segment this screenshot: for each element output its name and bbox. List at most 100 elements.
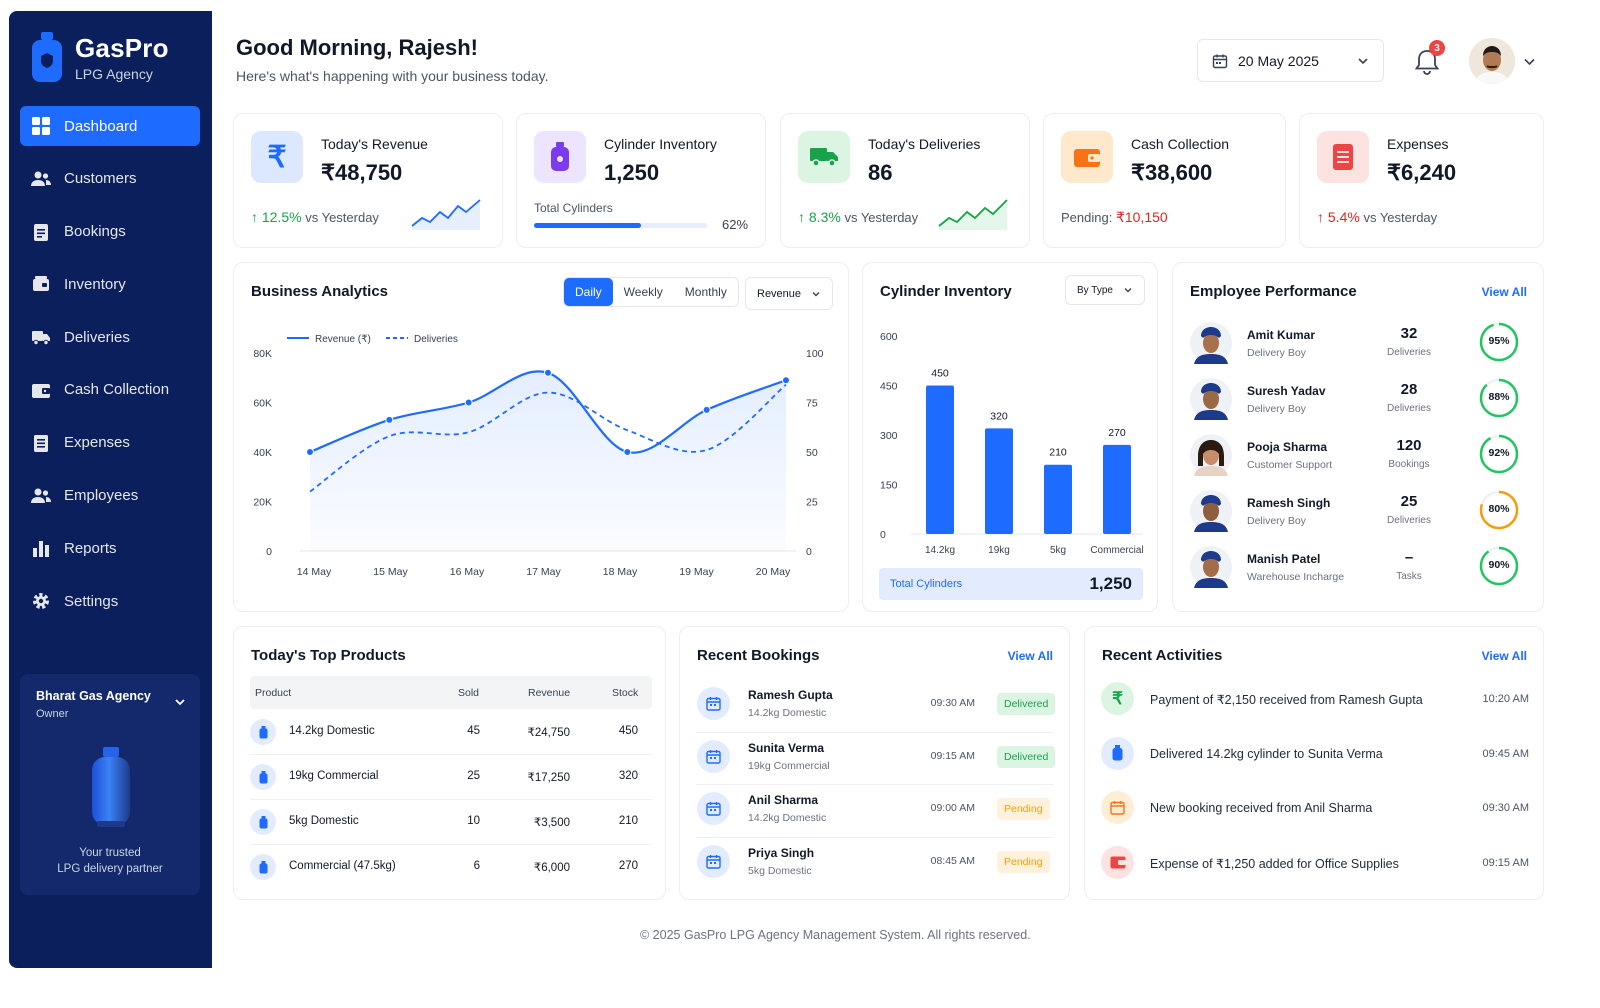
sidebar-item-reports[interactable]: Reports [20,528,200,568]
agency-tagline: Your trusted LPG delivery partner [20,845,200,877]
employee-performance-card: Employee Performance View All Amit Kumar… [1172,262,1544,612]
employee-name: Amit Kumar [1247,328,1316,342]
agency-switcher[interactable]: Bharat Gas Agency Owner Your trusted LPG… [20,674,200,895]
view-all-link[interactable]: View All [1481,285,1527,299]
cylinder-icon [1101,736,1134,770]
rupee-icon: ₹ [1101,682,1134,715]
sidebar-item-settings[interactable]: Settings [20,581,200,621]
inventory-bar-chart: 600 450 300 150 0 450 14.2kg 320 19kg 210 5kg 270 Co… [880,331,1144,556]
y-tick-right: 100 [806,348,824,360]
activity-row[interactable]: ₹ Payment of ₹2,150 received from Ramesh… [1085,680,1545,726]
sidebar-item-dashboard[interactable]: Dashboard [20,106,200,146]
activity-row[interactable]: New booking received from Anil Sharma 09… [1085,789,1545,835]
bar-value-label: 320 [990,410,1008,422]
date-picker[interactable]: 20 May 2025 [1197,39,1384,82]
sidebar-item-employees[interactable]: Employees [20,476,200,516]
sidebar-item-label: Deliveries [64,328,130,346]
sidebar-item-customers[interactable]: Customers [20,159,200,199]
revenue-point[interactable] [544,368,552,377]
pending-value: ₹10,150 [1115,209,1168,225]
booking-row[interactable]: Ramesh Gupta 14.2kg Domestic 09:30 AM De… [680,679,1071,731]
revenue-point[interactable] [782,376,790,385]
chevron-down-icon[interactable] [1523,55,1536,68]
booking-row[interactable]: Anil Sharma 14.2kg Domestic 09:00 AM Pen… [680,784,1071,836]
bar-value-label: 450 [931,368,949,380]
row-divider [250,754,652,755]
employee-row[interactable]: Manish Patel Warehouse Incharge – Tasks … [1173,544,1545,590]
arrow-up-icon: ↑ [798,209,809,225]
chevron-down-icon[interactable] [174,696,186,708]
bar-chart-icon [33,541,49,558]
inventory-filter-select[interactable]: By Type [1065,275,1145,305]
sidebar-item-bookings[interactable]: Bookings [20,212,200,252]
table-row[interactable]: 5kg Domestic 10 ₹3,500 210 [250,799,652,844]
bar[interactable] [1044,464,1072,534]
sidebar-item-cash-collection[interactable]: Cash Collection [20,370,200,410]
agency-name: Bharat Gas Agency [36,689,151,703]
calendar-icon [1212,54,1228,68]
brand[interactable]: GasPro LPG Agency [29,31,169,83]
kpi-value: 86 [868,160,893,185]
tab-monthly[interactable]: Monthly [684,285,727,299]
revenue-point[interactable] [306,448,314,456]
bar[interactable] [926,385,954,535]
employee-row[interactable]: Amit Kumar Delivery Boy 32 Deliveries 95… [1173,320,1545,366]
employee-role: Delivery Boy [1247,403,1306,415]
view-all-link[interactable]: View All [1481,649,1527,663]
sidebar-item-label: Expenses [64,434,130,452]
y-tick: 450 [880,381,898,393]
table-row[interactable]: 14.2kg Domestic 45 ₹24,750 450 [250,709,652,754]
tab-weekly[interactable]: Weekly [623,285,663,299]
users-icon [31,171,51,186]
booking-customer: Anil Sharma [748,793,819,807]
calendar-icon [697,844,730,878]
sidebar-item-inventory[interactable]: Inventory [20,264,200,304]
product-sold: 45 [467,725,480,737]
score-ring [1479,378,1519,418]
kpi-card-inventory[interactable]: Cylinder Inventory 1,250 Total Cylinders… [516,113,766,248]
kpi-change-suffix: vs Yesterday [305,210,379,225]
avatar[interactable] [1469,38,1515,84]
activity-row[interactable]: Delivered 14.2kg cylinder to Sunita Verm… [1085,735,1545,781]
activity-time: 10:20 AM [1482,693,1529,705]
grid-icon [32,117,50,135]
table-row[interactable]: 19kg Commercial 25 ₹17,250 320 [250,754,652,799]
employee-row[interactable]: Ramesh Singh Delivery Boy 25 Deliveries … [1173,488,1545,534]
booking-row[interactable]: Sunita Verma 19kg Commercial 09:15 AM De… [680,732,1071,784]
bar[interactable] [1103,444,1131,534]
y-tick-right: 25 [806,497,818,509]
total-cylinders-bar: Total Cylinders 1,250 [879,568,1143,600]
revenue-point[interactable] [464,398,473,407]
row-divider [696,836,1054,838]
kpi-card-revenue[interactable]: ₹ Today's Revenue ₹48,750 ↑ 12.5% vs Yes… [233,113,503,248]
tab-daily[interactable]: Daily [564,278,613,306]
booking-row[interactable]: Priya Singh 5kg Domestic 08:45 AM Pendin… [680,837,1071,889]
revenue-point[interactable] [702,405,711,414]
employee-name: Ramesh Singh [1247,496,1331,510]
activity-row[interactable]: Expense of ₹1,250 added for Office Suppl… [1085,844,1545,890]
employee-row[interactable]: Suresh Yadav Delivery Boy 28 Deliveries … [1173,376,1545,422]
sidebar-item-deliveries[interactable]: Deliveries [20,317,200,357]
activity-time: 09:15 AM [1482,856,1529,869]
revenue-point[interactable] [623,448,632,456]
bar[interactable] [985,428,1013,534]
employee-name: Manish Patel [1247,552,1321,566]
activity-time: 09:45 AM [1482,747,1529,760]
col-revenue: Revenue [528,687,571,699]
employee-avatar [1190,434,1232,476]
revenue-point[interactable] [385,415,394,424]
sidebar: GasPro LPG Agency Dashboard Customers Bo… [9,11,212,968]
view-all-link[interactable]: View All [1007,649,1053,663]
table-row[interactable]: Commercial (47.5kg) 6 ₹6,000 270 [250,844,652,889]
booking-customer: Priya Singh [748,845,815,860]
metric-select[interactable]: Revenue [745,277,834,310]
kpi-card-expenses[interactable]: Expenses ₹6,240 ↑ 5.4% vs Yesterday [1299,113,1544,248]
card-title: Business Analytics [251,283,388,300]
analytics-line-chart: Revenue (₹) Deliveries 80K 60K 40K 20K 0 100 75 5… [253,334,824,578]
kpi-card-deliveries[interactable]: Today's Deliveries 86 ↑ 8.3% vs Yesterda… [780,113,1030,248]
employee-row[interactable]: Pooja Sharma Customer Support 120 Bookin… [1173,432,1545,478]
cylinder-icon [250,719,276,745]
sidebar-item-expenses[interactable]: Expenses [20,423,200,463]
kpi-label: Cylinder Inventory [604,136,717,152]
kpi-card-cash[interactable]: Cash Collection ₹38,600 Pending: ₹10,150 [1043,113,1286,248]
